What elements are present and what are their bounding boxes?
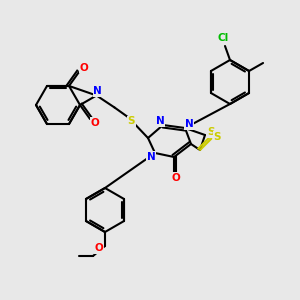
Text: S: S bbox=[128, 116, 135, 127]
Text: N: N bbox=[184, 119, 194, 129]
Text: O: O bbox=[172, 173, 180, 183]
Text: S: S bbox=[207, 127, 215, 137]
Text: O: O bbox=[80, 63, 88, 73]
Text: O: O bbox=[94, 243, 103, 253]
Text: N: N bbox=[93, 86, 102, 97]
Text: N: N bbox=[147, 152, 155, 162]
Text: O: O bbox=[91, 118, 99, 128]
Text: Cl: Cl bbox=[218, 33, 229, 43]
Text: N: N bbox=[156, 116, 164, 126]
Text: S: S bbox=[214, 132, 221, 142]
